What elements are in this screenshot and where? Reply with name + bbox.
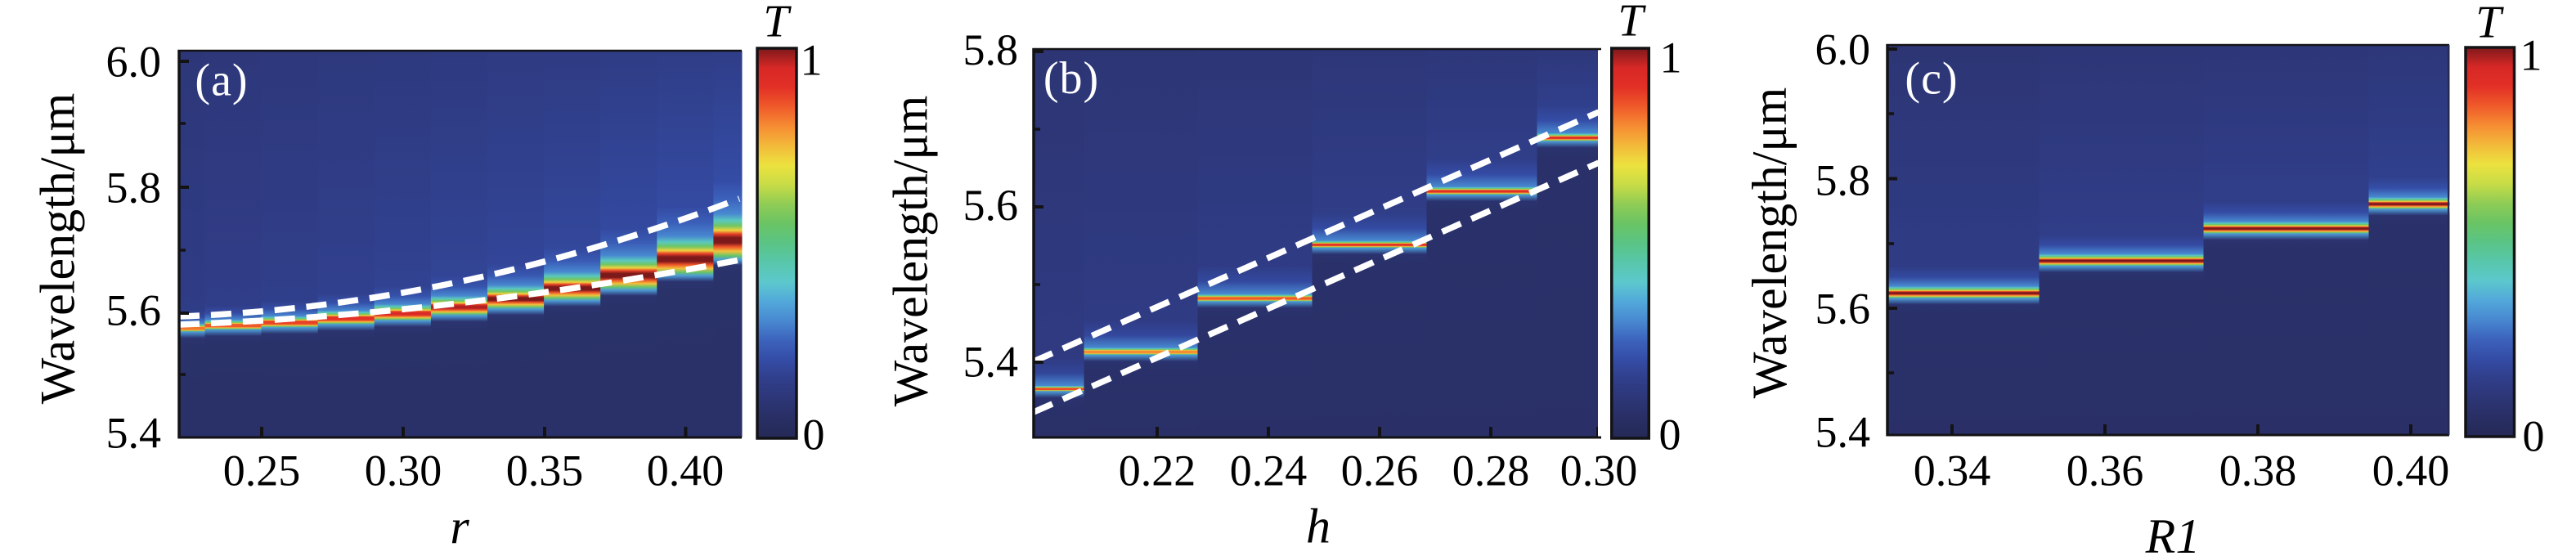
svg-text:0.28: 0.28 [1452, 446, 1530, 495]
svg-text:5.8: 5.8 [963, 25, 1019, 74]
svg-text:5.6: 5.6 [1815, 285, 1871, 334]
svg-text:5.4: 5.4 [963, 338, 1019, 387]
svg-text:T: T [1618, 0, 1646, 47]
svg-text:0.22: 0.22 [1119, 446, 1196, 495]
svg-text:Wavelength/μm: Wavelength/μm [884, 96, 938, 407]
svg-text:5.8: 5.8 [1815, 156, 1871, 205]
svg-text:0.38: 0.38 [2219, 446, 2297, 495]
svg-text:(b): (b) [1043, 53, 1099, 104]
svg-text:Wavelength/μm: Wavelength/μm [1743, 87, 1797, 399]
svg-text:(c): (c) [1905, 54, 1958, 105]
svg-text:5.4: 5.4 [106, 409, 162, 458]
svg-text:5.6: 5.6 [963, 181, 1019, 230]
svg-text:0: 0 [1659, 410, 1681, 460]
svg-text:0.30: 0.30 [365, 446, 442, 495]
svg-text:(a): (a) [195, 56, 248, 106]
svg-text:0.35: 0.35 [506, 446, 584, 495]
svg-text:6.0: 6.0 [106, 38, 162, 87]
svg-text:6.0: 6.0 [1815, 25, 1871, 74]
svg-text:r: r [450, 500, 469, 554]
svg-text:Wavelength/μm: Wavelength/μm [31, 93, 85, 405]
svg-text:0.40: 0.40 [2372, 446, 2450, 495]
svg-text:0.34: 0.34 [1914, 446, 1991, 495]
svg-text:5.6: 5.6 [106, 286, 162, 335]
svg-text:1: 1 [2520, 31, 2542, 80]
svg-text:h: h [1306, 500, 1331, 554]
svg-text:T: T [2475, 0, 2504, 48]
svg-text:1: 1 [801, 36, 823, 85]
svg-text:5.8: 5.8 [106, 164, 162, 213]
svg-text:0.40: 0.40 [647, 446, 725, 495]
svg-text:1: 1 [1660, 34, 1682, 83]
svg-text:0.30: 0.30 [1560, 446, 1638, 495]
svg-text:5.4: 5.4 [1815, 408, 1871, 457]
svg-text:0.26: 0.26 [1341, 446, 1419, 495]
svg-text:0.25: 0.25 [223, 446, 301, 495]
svg-text:R1: R1 [2145, 509, 2201, 556]
svg-text:0.36: 0.36 [2067, 446, 2144, 495]
svg-text:0: 0 [2523, 412, 2545, 461]
svg-text:0.24: 0.24 [1230, 446, 1308, 495]
svg-text:0: 0 [803, 410, 825, 460]
svg-text:T: T [763, 0, 792, 47]
